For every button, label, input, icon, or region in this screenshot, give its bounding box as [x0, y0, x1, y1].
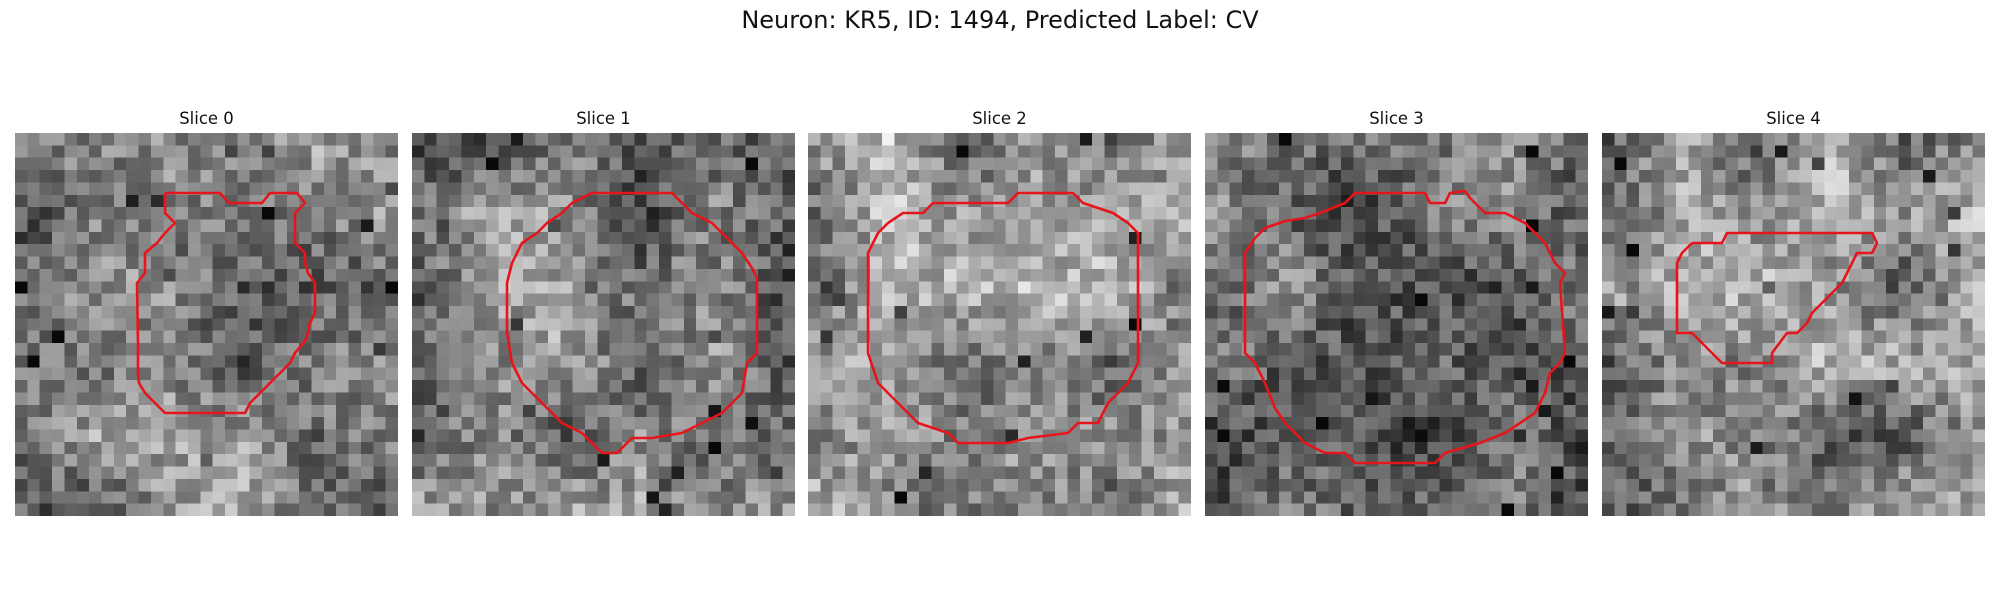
slice-title: Slice 4	[1766, 109, 1821, 128]
slice-title: Slice 2	[972, 109, 1027, 128]
slice-image	[412, 133, 795, 516]
figure-title: Neuron: KR5, ID: 1494, Predicted Label: …	[741, 6, 1259, 34]
slice-panel-4: Slice 4	[1602, 105, 1985, 516]
grayscale-image	[1602, 133, 1985, 516]
roi-outline	[866, 191, 1140, 445]
slice-image	[1602, 133, 1985, 516]
slice-image	[1205, 133, 1588, 516]
roi-outline	[1243, 189, 1567, 465]
grayscale-image	[1205, 133, 1588, 516]
slice-title: Slice 3	[1369, 109, 1424, 128]
slice-panel-2: Slice 2	[808, 105, 1191, 516]
roi-outline	[1675, 231, 1879, 365]
roi-outline	[505, 191, 759, 455]
slice-title: Slice 1	[576, 109, 631, 128]
grayscale-image	[15, 133, 398, 516]
grayscale-image	[808, 133, 1191, 516]
slice-title: Slice 0	[179, 109, 234, 128]
roi-outline	[135, 191, 317, 415]
slice-panel-1: Slice 1	[412, 105, 795, 516]
slice-panel-0: Slice 0	[15, 105, 398, 516]
slice-image	[15, 133, 398, 516]
slice-image	[808, 133, 1191, 516]
slice-panel-3: Slice 3	[1205, 105, 1588, 516]
